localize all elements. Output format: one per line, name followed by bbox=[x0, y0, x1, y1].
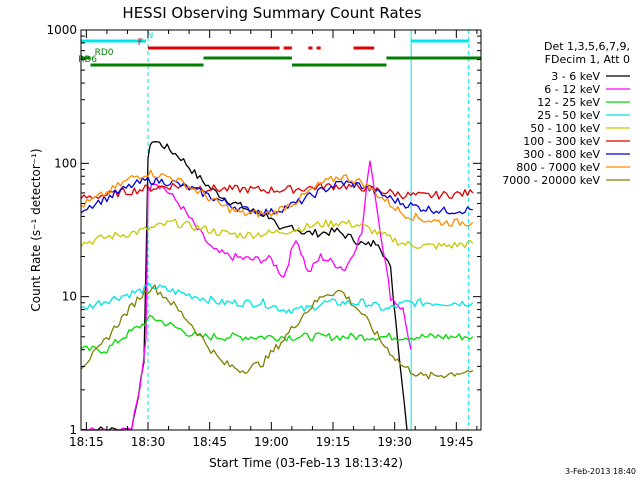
x-tick-label: 18:30 bbox=[131, 435, 166, 449]
series-line-800-7000-kev bbox=[80, 169, 474, 227]
series-line-12-25-kev bbox=[80, 314, 474, 354]
legend-label-6-12-kev: 6 - 12 keV bbox=[544, 83, 600, 96]
chart-title: HESSI Observing Summary Count Rates bbox=[122, 4, 421, 22]
y-axis-label: Count Rate (s⁻¹ detector⁻¹) bbox=[29, 148, 43, 311]
legend-label-800-7000-kev: 800 - 7000 keV bbox=[516, 161, 600, 174]
y-tick-label: 10 bbox=[62, 290, 77, 304]
legend-header-line: FDecim 1, Att 0 bbox=[545, 53, 630, 66]
footer-date: 3-Feb-2013 18:40 bbox=[565, 467, 636, 476]
legend-label-300-800-kev: 300 - 800 keV bbox=[523, 148, 600, 161]
series-line-7000-20000-kev bbox=[80, 284, 474, 380]
legend-label-100-300-kev: 100 - 300 keV bbox=[523, 135, 600, 148]
x-tick-label: 19:30 bbox=[377, 435, 412, 449]
plot-frame bbox=[80, 29, 482, 431]
y-tick-label: 1 bbox=[69, 423, 77, 437]
series-line-100-300-kev bbox=[80, 182, 474, 200]
legend-label-25-50-kev: 25 - 50 keV bbox=[537, 109, 600, 122]
series-line-6-12-kev bbox=[81, 160, 412, 431]
x-tick-label: 18:45 bbox=[192, 435, 227, 449]
series-line-300-800-kev bbox=[80, 176, 473, 216]
x-tick-label: 18:15 bbox=[69, 435, 104, 449]
flag-label-f: F bbox=[138, 38, 143, 48]
legend-header-line: Det 1,3,5,6,7,9, bbox=[544, 40, 630, 53]
legend-label-50-100-kev: 50 - 100 keV bbox=[530, 122, 600, 135]
y-tick-label: 100 bbox=[54, 156, 77, 170]
series-line-25-50-kev bbox=[80, 283, 474, 315]
x-axis-label: Start Time (03-Feb-13 18:13:42) bbox=[209, 456, 403, 470]
flag-label-n: N bbox=[147, 31, 154, 41]
legend-label-12-25-kev: 12 - 25 keV bbox=[537, 96, 600, 109]
legend-label-7000-20000-kev: 7000 - 20000 keV bbox=[502, 174, 600, 187]
flag-label-rd6: RD6 bbox=[78, 55, 97, 65]
x-tick-label: 19:00 bbox=[254, 435, 289, 449]
x-tick-label: 19:15 bbox=[316, 435, 351, 449]
series-line-50-100-kev bbox=[80, 218, 474, 250]
y-tick-label: 1000 bbox=[46, 23, 77, 37]
flag-label-rd0: RD0 bbox=[95, 48, 114, 58]
x-tick-label: 19:45 bbox=[439, 435, 474, 449]
legend-label-3-6-kev: 3 - 6 keV bbox=[551, 70, 600, 83]
